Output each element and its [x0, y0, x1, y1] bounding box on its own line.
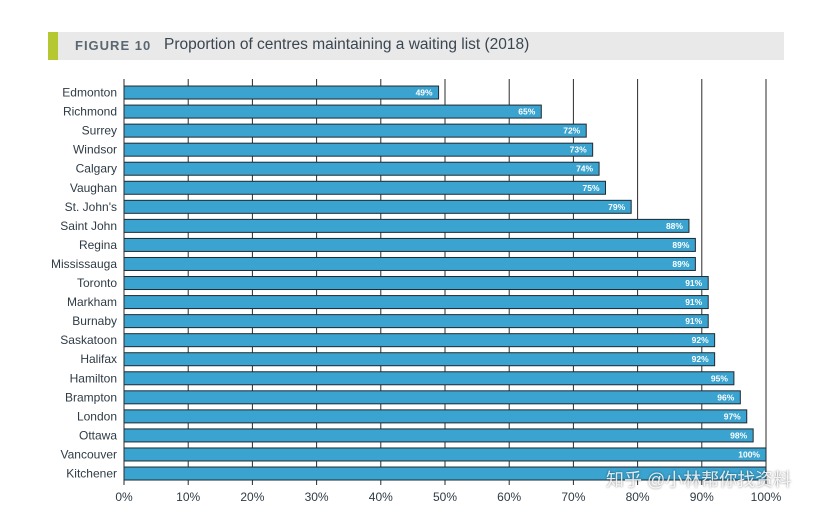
category-label: Brampton — [65, 390, 117, 404]
x-tick-label: 100% — [751, 490, 782, 504]
x-tick-label: 20% — [240, 490, 264, 504]
category-label: St. John's — [65, 200, 117, 214]
bar — [123, 256, 696, 271]
data-label: 97% — [724, 411, 741, 421]
bar — [123, 295, 709, 310]
category-label: Toronto — [77, 276, 117, 290]
bar — [123, 237, 696, 252]
category-label: Windsor — [73, 143, 117, 157]
x-tick-label: 30% — [305, 490, 329, 504]
x-tick-label: 50% — [433, 490, 457, 504]
bar — [123, 390, 741, 405]
bar — [123, 409, 748, 424]
data-label: 91% — [685, 278, 702, 288]
bar — [123, 85, 440, 100]
category-label: Saint John — [60, 219, 117, 233]
data-label: 92% — [692, 335, 709, 345]
category-label: Kitchener — [66, 467, 117, 481]
data-label: 75% — [582, 183, 599, 193]
category-label: Markham — [67, 295, 117, 309]
category-label: Regina — [79, 238, 117, 252]
data-label: 74% — [576, 164, 593, 174]
data-label: 49% — [416, 88, 433, 98]
x-tick-label: 40% — [369, 490, 393, 504]
data-label: 92% — [692, 354, 709, 364]
bar — [123, 104, 542, 119]
bar — [123, 276, 709, 291]
bar — [123, 314, 709, 329]
bars: 49% 65% 72% 73% 74% 75% 79% 88% 89% 89% 91% 91% 91% 9… — [123, 85, 767, 481]
data-label: 91% — [685, 297, 702, 307]
x-axis-ticks: 0% 10% 20% 30% 40% 50% 60% 70% 80% 90% 100% — [115, 490, 781, 504]
x-tick-label: 10% — [176, 490, 200, 504]
bar — [123, 180, 606, 195]
category-label: Mississauga — [51, 257, 117, 271]
bar — [123, 447, 767, 462]
data-label: 72% — [563, 126, 580, 136]
bar — [123, 352, 716, 367]
bar — [123, 218, 690, 233]
category-label: Richmond — [63, 105, 117, 119]
category-label: Surrey — [82, 124, 117, 138]
x-tick-label: 0% — [115, 490, 133, 504]
title-accent-stripe — [48, 32, 58, 60]
figure-title-bar: FIGURE 10 Proportion of centres maintain… — [48, 32, 784, 60]
watermark-text: 知乎 @小林帮你找资料 — [606, 470, 792, 490]
bar — [123, 371, 735, 386]
category-label: Halifax — [80, 352, 117, 366]
x-tick-label: 90% — [690, 490, 714, 504]
category-label: Saskatoon — [60, 333, 117, 347]
category-labels: Edmonton Richmond Surrey Windsor Calgary Vaug… — [51, 86, 117, 481]
bar — [123, 123, 587, 138]
x-tick-label: 80% — [626, 490, 650, 504]
data-label: 91% — [685, 316, 702, 326]
figure-title: Proportion of centres maintaining a wait… — [164, 36, 530, 53]
category-label: Calgary — [76, 162, 117, 176]
category-label: London — [77, 409, 117, 423]
bar — [123, 161, 600, 176]
category-label: Edmonton — [62, 86, 117, 100]
category-label: Vaughan — [70, 181, 117, 195]
category-label: Ottawa — [79, 428, 117, 442]
data-label: 88% — [666, 221, 683, 231]
data-label: 73% — [570, 145, 587, 155]
data-label: 96% — [717, 392, 734, 402]
x-tick-label: 60% — [497, 490, 521, 504]
bar — [123, 428, 754, 443]
bar — [123, 199, 632, 214]
bar — [123, 333, 716, 348]
category-label: Vancouver — [61, 447, 117, 461]
bar — [123, 142, 594, 157]
category-label: Hamilton — [70, 371, 117, 385]
data-label: 65% — [518, 107, 535, 117]
data-label: 89% — [672, 259, 689, 269]
data-label: 79% — [608, 202, 625, 212]
data-label: 100% — [738, 449, 760, 459]
category-label: Burnaby — [72, 314, 117, 328]
x-tick-label: 70% — [561, 490, 585, 504]
data-label: 89% — [672, 240, 689, 250]
data-label: 98% — [730, 430, 747, 440]
figure-label: FIGURE 10 — [75, 38, 152, 53]
data-label: 95% — [711, 373, 728, 383]
